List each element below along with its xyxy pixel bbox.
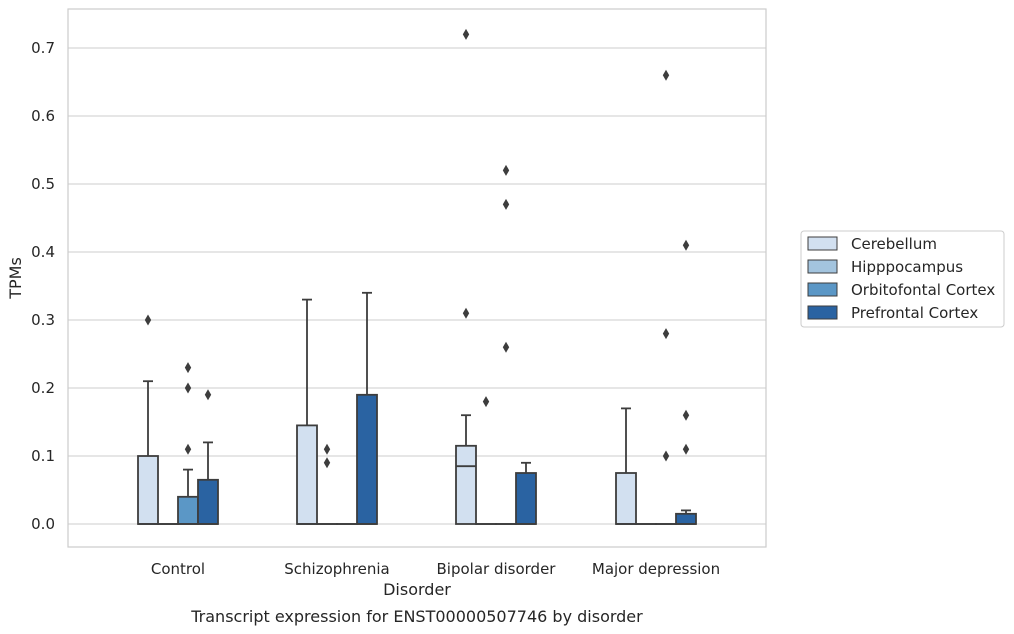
y-tick-label: 0.4 — [31, 243, 55, 261]
outlier-point — [502, 164, 510, 176]
legend-swatch — [807, 259, 838, 274]
legend-frame — [800, 230, 1005, 328]
outlier-point — [184, 382, 192, 394]
box — [137, 455, 159, 525]
y-tick-label: 0.5 — [31, 175, 55, 193]
box — [615, 472, 637, 525]
x-tick-labels: Control Schizophrenia Bipolar disorder Majo… — [151, 560, 720, 578]
legend-label: Cerebellum — [851, 235, 937, 253]
box-cerebellum — [455, 414, 477, 525]
outlier-point — [204, 389, 212, 401]
box-prefrontal-cortex — [197, 441, 219, 525]
legend-label: Prefrontal Cortex — [851, 304, 978, 322]
outlier-point — [323, 443, 331, 455]
x-axis-label: Disorder — [383, 580, 451, 599]
plot-area — [68, 9, 766, 547]
box-prefrontal-cortex — [675, 509, 697, 525]
box-prefrontal-cortex — [515, 461, 537, 525]
y-axis-label: TPMs — [6, 257, 25, 300]
box — [675, 512, 697, 525]
x-tick-label: Schizophrenia — [284, 560, 389, 578]
outlier-point — [482, 396, 490, 408]
legend-label: Orbitofontal Cortex — [851, 281, 995, 299]
box-cerebellum — [137, 380, 159, 525]
y-tick-label: 0.3 — [31, 311, 55, 329]
legend-label: Hipppocampus — [851, 258, 963, 276]
legend-swatch — [807, 305, 838, 320]
legend-swatch — [807, 236, 838, 251]
outlier-point — [144, 314, 152, 326]
y-tick-label: 0.7 — [31, 39, 55, 57]
outlier-point — [184, 443, 192, 455]
y-tick-labels: 0.0 0.1 0.2 0.3 0.4 0.5 0.6 0.7 — [31, 39, 55, 533]
box-cerebellum — [615, 407, 637, 525]
outlier-point — [682, 409, 690, 421]
x-tick-label: Major depression — [592, 560, 720, 578]
plot-frame — [67, 8, 767, 548]
outlier-point — [462, 28, 470, 40]
box-series — [137, 291, 697, 525]
gridlines — [68, 47, 766, 525]
outlier-point — [462, 307, 470, 319]
legend: Cerebellum Hipppocampus Orbitofontal Corte… — [800, 230, 1005, 328]
box — [296, 424, 318, 525]
y-tick-label: 0.6 — [31, 107, 55, 125]
outlier-point — [502, 198, 510, 210]
outlier-point — [662, 450, 670, 462]
box — [356, 393, 378, 525]
outlier-point — [184, 362, 192, 374]
x-tick-label: Bipolar disorder — [437, 560, 557, 578]
outlier-point — [323, 457, 331, 469]
outlier-points — [144, 28, 690, 469]
outlier-point — [662, 69, 670, 81]
box — [197, 478, 219, 525]
outlier-point — [682, 239, 690, 251]
box — [515, 472, 537, 525]
x-tick-label: Control — [151, 560, 205, 578]
box — [177, 495, 199, 525]
box — [455, 444, 477, 525]
legend-swatch — [807, 282, 838, 297]
chart-caption: Transcript expression for ENST0000050774… — [190, 607, 643, 626]
box-cerebellum — [296, 298, 318, 525]
outlier-point — [502, 341, 510, 353]
y-tick-label: 0.2 — [31, 379, 55, 397]
y-tick-label: 0.0 — [31, 515, 55, 533]
outlier-point — [662, 328, 670, 340]
box-prefrontal-cortex — [356, 291, 378, 525]
y-tick-label: 0.1 — [31, 447, 55, 465]
outlier-point — [682, 443, 690, 455]
